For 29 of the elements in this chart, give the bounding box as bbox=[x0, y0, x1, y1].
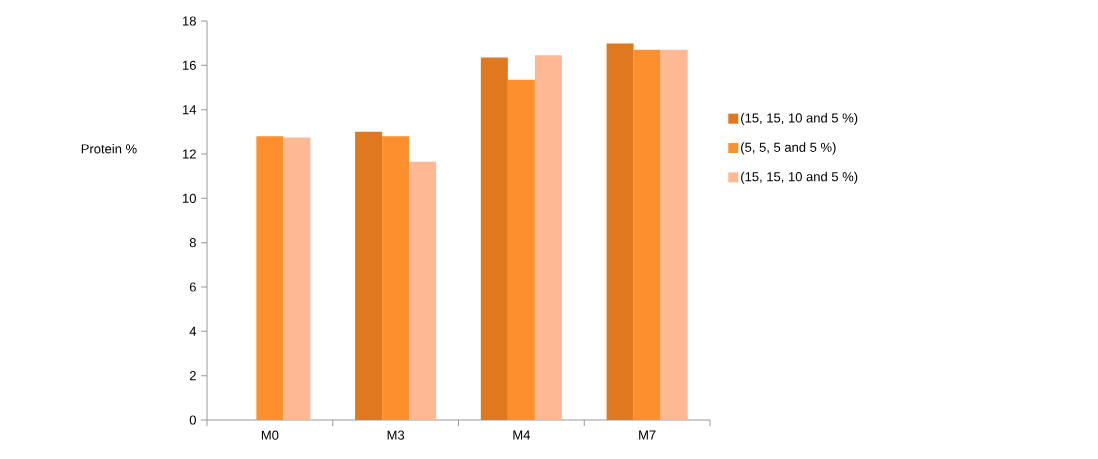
y-tick-label: 16 bbox=[183, 60, 196, 70]
y-tick-label: 14 bbox=[183, 105, 197, 115]
y-tick-label: 0 bbox=[189, 415, 196, 425]
bar bbox=[283, 137, 311, 420]
y-tick-label: 6 bbox=[189, 282, 196, 292]
y-tick-label: 4 bbox=[189, 326, 197, 336]
legend-label: (5, 5, 5 and 5 %) bbox=[741, 142, 836, 155]
bar bbox=[606, 43, 634, 420]
bar bbox=[633, 49, 661, 420]
x-tick-label: M4 bbox=[513, 430, 531, 440]
y-tick-label: 10 bbox=[183, 193, 196, 203]
bar bbox=[256, 136, 284, 420]
y-tick-label: 12 bbox=[183, 149, 196, 159]
legend-label: (15, 15, 10 and 5 %) bbox=[741, 171, 858, 184]
x-tick-label: M7 bbox=[639, 430, 656, 440]
legend-label: (15, 15, 10 and 5 %) bbox=[741, 112, 858, 126]
bar bbox=[355, 131, 383, 420]
bar bbox=[480, 57, 508, 420]
x-tick-label: M0 bbox=[261, 430, 279, 440]
y-tick-label: 2 bbox=[189, 371, 196, 381]
bar bbox=[409, 161, 437, 420]
bar bbox=[660, 49, 688, 420]
bar bbox=[507, 79, 535, 420]
bar bbox=[534, 55, 562, 420]
x-tick-label: M3 bbox=[387, 430, 405, 440]
y-axis-title: Protein % bbox=[81, 143, 137, 154]
y-tick-label: 8 bbox=[189, 238, 196, 248]
y-tick-label: 18 bbox=[183, 16, 196, 26]
bar bbox=[382, 136, 410, 420]
